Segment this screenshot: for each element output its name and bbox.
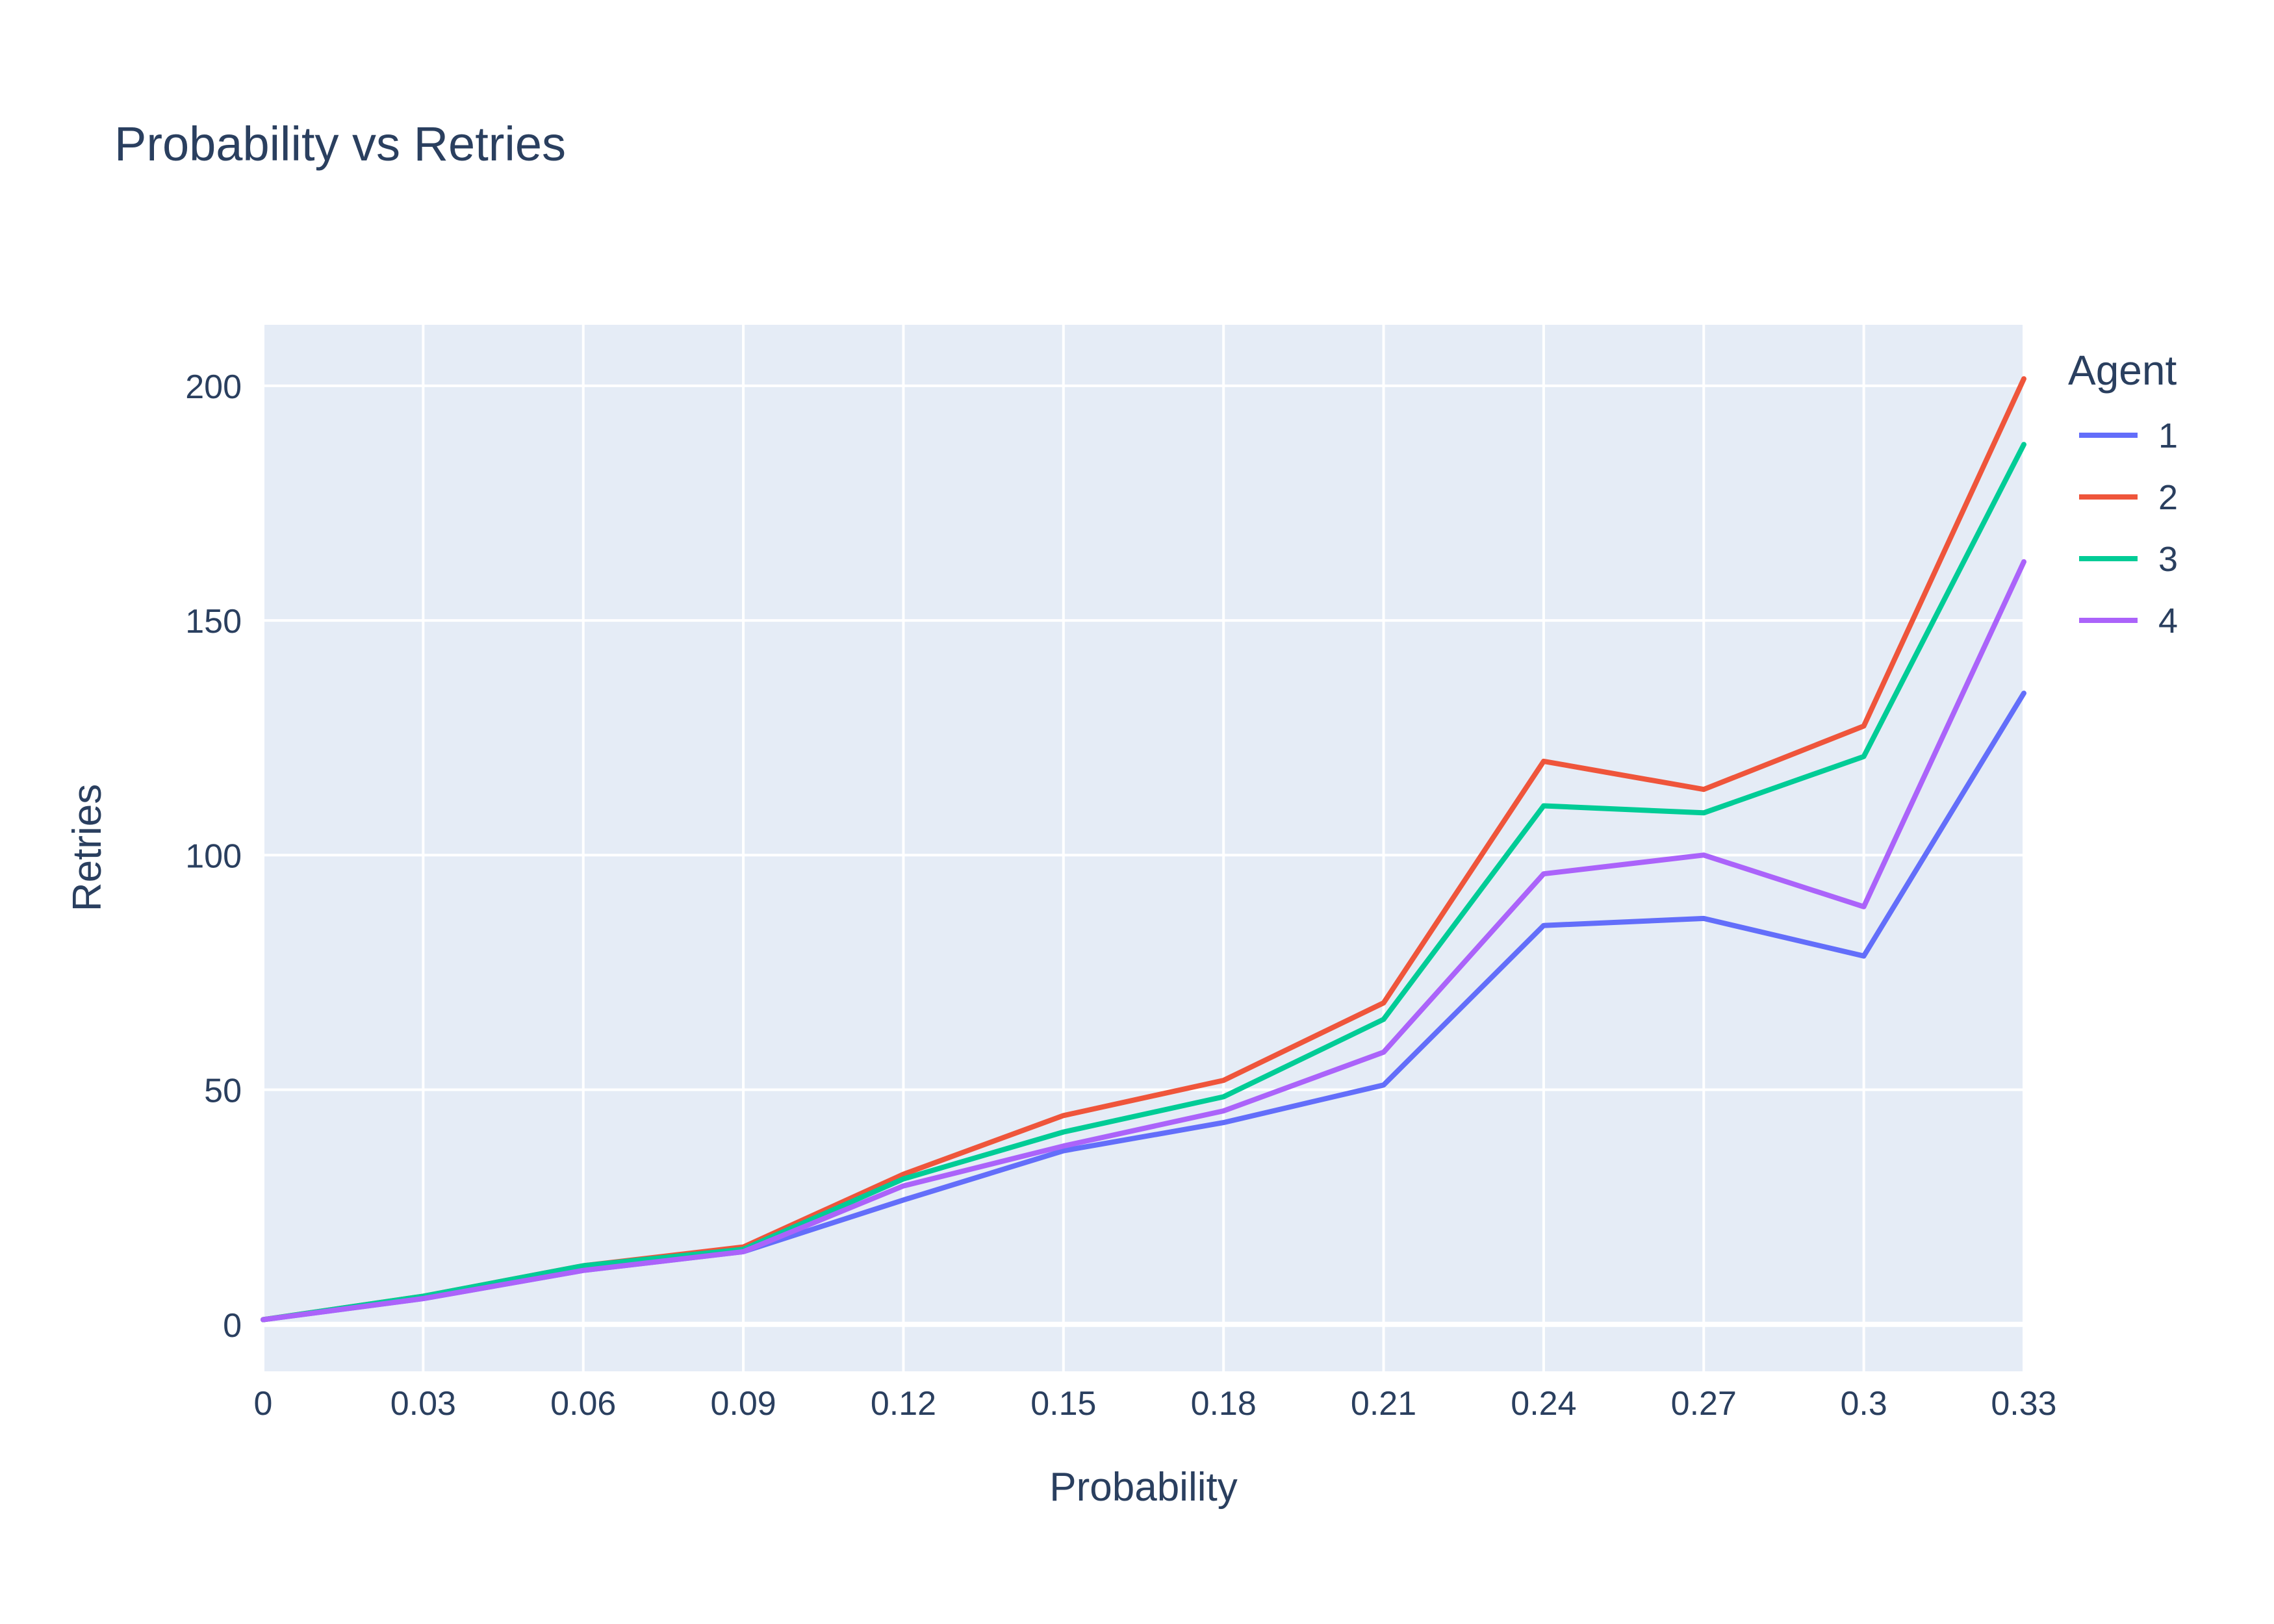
chart-title: Probability vs Retries	[114, 117, 566, 171]
legend: Agent 1 2 3 4	[2068, 347, 2178, 641]
y-axis-title: Retries	[65, 784, 110, 911]
x-tick-label: 0.21	[1351, 1385, 1416, 1423]
y-tick-labels: 0 50 100 150 200	[185, 368, 242, 1345]
series-line-agent-3	[261, 442, 2026, 1323]
legend-title: Agent	[2068, 347, 2177, 394]
legend-label: 3	[2158, 540, 2178, 579]
x-axis-title: Probability	[1049, 1465, 1237, 1510]
legend-item-agent-2[interactable]: 2	[2079, 478, 2178, 517]
x-tick-label: 0.24	[1511, 1385, 1576, 1423]
y-tick-label: 0	[223, 1307, 242, 1345]
x-tick-label: 0.27	[1671, 1385, 1737, 1423]
y-tick-label: 150	[185, 603, 242, 641]
x-tick-label: 0.03	[390, 1385, 456, 1423]
legend-label: 2	[2158, 478, 2178, 517]
x-tick-label: 0.12	[871, 1385, 936, 1423]
legend-label: 4	[2158, 602, 2178, 641]
legend-item-agent-3[interactable]: 3	[2079, 540, 2178, 579]
y-tick-label: 100	[185, 837, 242, 875]
legend-item-agent-1[interactable]: 1	[2079, 416, 2178, 455]
x-tick-label: 0.3	[1840, 1385, 1887, 1423]
series-line-agent-4	[261, 559, 2026, 1323]
x-tick-label: 0.18	[1191, 1385, 1257, 1423]
x-tick-label: 0.15	[1030, 1385, 1096, 1423]
x-tick-label: 0	[254, 1385, 273, 1423]
legend-label: 1	[2158, 416, 2178, 455]
y-gridlines	[263, 384, 2024, 1327]
plot-area	[263, 325, 2024, 1371]
x-tick-labels: 0 0.03 0.06 0.09 0.12 0.15 0.18 0.21 0.24 0.27 0.3…	[254, 1385, 2057, 1423]
legend-item-agent-4[interactable]: 4	[2079, 602, 2178, 641]
x-tick-label: 0.06	[550, 1385, 616, 1423]
y-tick-label: 50	[204, 1072, 242, 1110]
x-tick-label: 0.09	[710, 1385, 776, 1423]
series-lines	[261, 376, 2026, 1323]
x-gridlines	[262, 325, 2025, 1371]
x-tick-label: 0.33	[1991, 1385, 2056, 1423]
y-tick-label: 200	[185, 368, 242, 406]
